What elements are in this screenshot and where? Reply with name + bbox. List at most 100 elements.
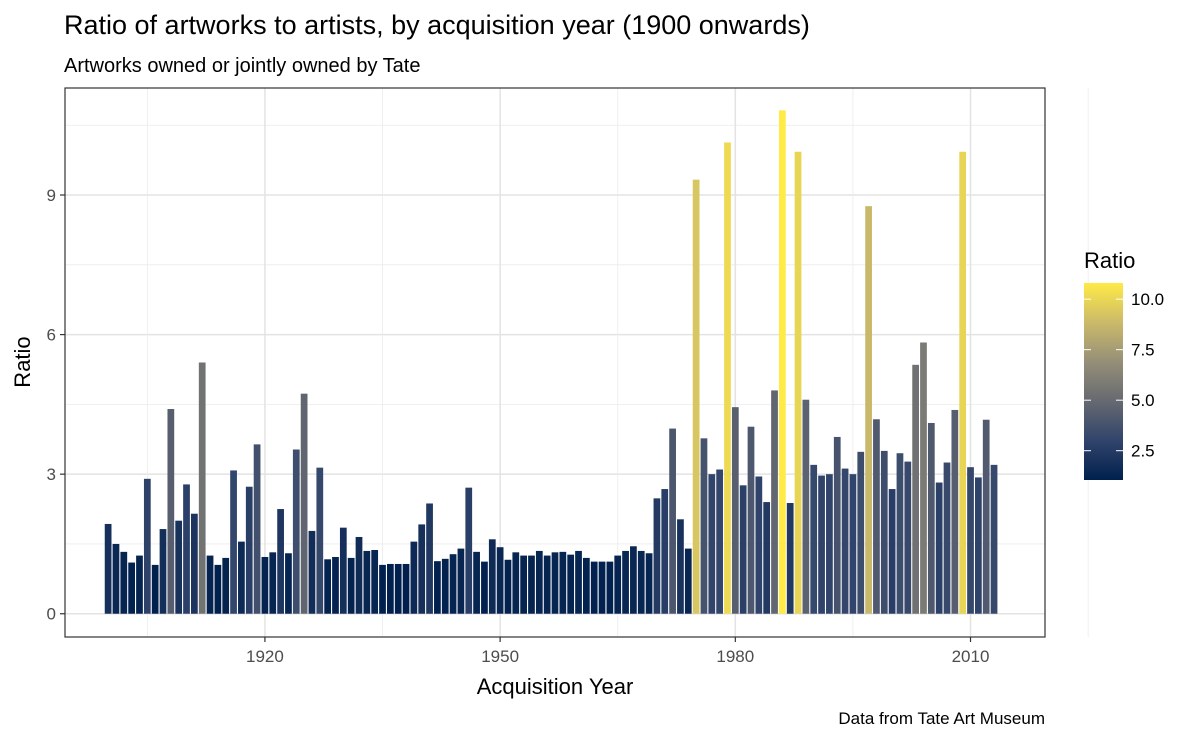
bar-1928 (324, 559, 332, 614)
bar-1918 (245, 486, 253, 614)
bar-2010 (967, 467, 974, 614)
bar-1931 (347, 557, 355, 614)
bar-1951 (504, 559, 512, 614)
bar-1969 (645, 553, 653, 614)
bar-1911 (190, 513, 198, 614)
bar-1982 (747, 426, 755, 614)
bar-1989 (802, 399, 810, 614)
bar-1937 (394, 563, 402, 614)
bar-2005 (927, 422, 935, 614)
bar-1994 (841, 468, 849, 614)
bar-1962 (590, 561, 598, 614)
bar-1905 (143, 478, 151, 614)
plot-panel (64, 87, 1089, 638)
colorbar-tick-label: 7.5 (1131, 341, 1155, 360)
bar-1993 (833, 436, 841, 614)
bar-1958 (559, 551, 567, 614)
y-axis-label: Ratio (10, 336, 35, 387)
bar-1965 (614, 555, 622, 614)
bar-1915 (222, 557, 230, 614)
bar-1966 (622, 550, 629, 614)
x-axis-label: Acquisition Year (477, 674, 634, 699)
bar-1943 (441, 558, 449, 614)
bar-1923 (285, 553, 292, 614)
bar-2003 (912, 364, 920, 614)
bar-1985 (771, 390, 778, 614)
chart-title: Ratio of artworks to artists, by acquisi… (64, 10, 810, 40)
chart-subtitle: Artworks owned or jointly owned by Tate (64, 55, 420, 77)
bar-1968 (637, 550, 645, 614)
bar-2007 (943, 462, 951, 614)
bar-1957 (551, 552, 559, 614)
legend-title: Ratio (1084, 248, 1135, 273)
bar-1939 (410, 541, 418, 614)
bar-2012 (982, 419, 990, 614)
bar-1927 (316, 467, 324, 614)
bar-1913 (206, 555, 214, 614)
bar-1967 (630, 546, 637, 614)
bar-1973 (677, 519, 684, 614)
legend: Ratio 2.5 5.0 7.5 10.0 (1084, 248, 1164, 480)
bar-1921 (269, 552, 277, 614)
bar-1949 (488, 539, 496, 614)
y-axis: 0 3 6 9 (47, 186, 65, 624)
bar-2009 (959, 151, 967, 614)
bar-1946 (465, 487, 473, 614)
bar-2011 (974, 477, 982, 614)
bar-1947 (473, 551, 480, 614)
bar-1952 (512, 552, 520, 614)
bar-2004 (920, 342, 927, 614)
bar-1910 (183, 484, 190, 614)
colorbar (1084, 283, 1123, 480)
x-tick-label: 1950 (481, 647, 519, 666)
bar-1996 (857, 451, 865, 614)
bar-1984 (763, 502, 771, 614)
bar-1920 (261, 556, 269, 614)
colorbar-tick-label: 5.0 (1131, 391, 1155, 410)
bar-2001 (896, 453, 904, 614)
bar-1998 (873, 419, 880, 614)
bar-1934 (371, 549, 379, 614)
bar-2006 (935, 482, 943, 614)
panel-border (64, 87, 1046, 638)
colorbar-tick-label: 10.0 (1131, 290, 1164, 309)
x-tick-label: 1980 (716, 647, 754, 666)
bar-1940 (418, 524, 426, 614)
bar-1963 (598, 561, 606, 614)
bar-2000 (888, 489, 896, 614)
bar-1972 (669, 428, 676, 614)
bar-1932 (355, 536, 363, 614)
bar-2008 (951, 409, 959, 614)
bar-1942 (434, 561, 441, 614)
bar-1979 (724, 142, 731, 614)
bar-1938 (402, 563, 410, 614)
bar-1941 (426, 503, 433, 614)
bar-1971 (661, 489, 669, 614)
bar-1926 (308, 530, 316, 614)
bar-1903 (128, 562, 136, 614)
colorbar-tick-label: 2.5 (1131, 442, 1155, 461)
bar-1936 (386, 563, 394, 614)
bar-1944 (449, 554, 457, 614)
y-tick-label: 6 (47, 326, 56, 345)
bar-1992 (826, 474, 833, 614)
bar-1991 (818, 475, 825, 614)
bar-1980 (731, 407, 739, 614)
bar-1908 (167, 409, 175, 614)
x-tick-label: 1920 (246, 647, 284, 666)
bar-1922 (277, 509, 284, 614)
bar-1933 (363, 550, 371, 614)
bar-1960 (575, 550, 582, 614)
bar-1907 (159, 529, 167, 614)
bar-1990 (810, 464, 818, 614)
grid-lines (65, 88, 1089, 637)
y-tick-label: 0 (47, 605, 56, 624)
bar-1975 (692, 179, 700, 614)
bar-1970 (653, 498, 661, 614)
bar-1900 (104, 523, 112, 614)
bar-1961 (582, 557, 590, 614)
bar-1976 (700, 438, 708, 614)
bar-1929 (332, 556, 339, 614)
bar-1919 (253, 444, 261, 614)
